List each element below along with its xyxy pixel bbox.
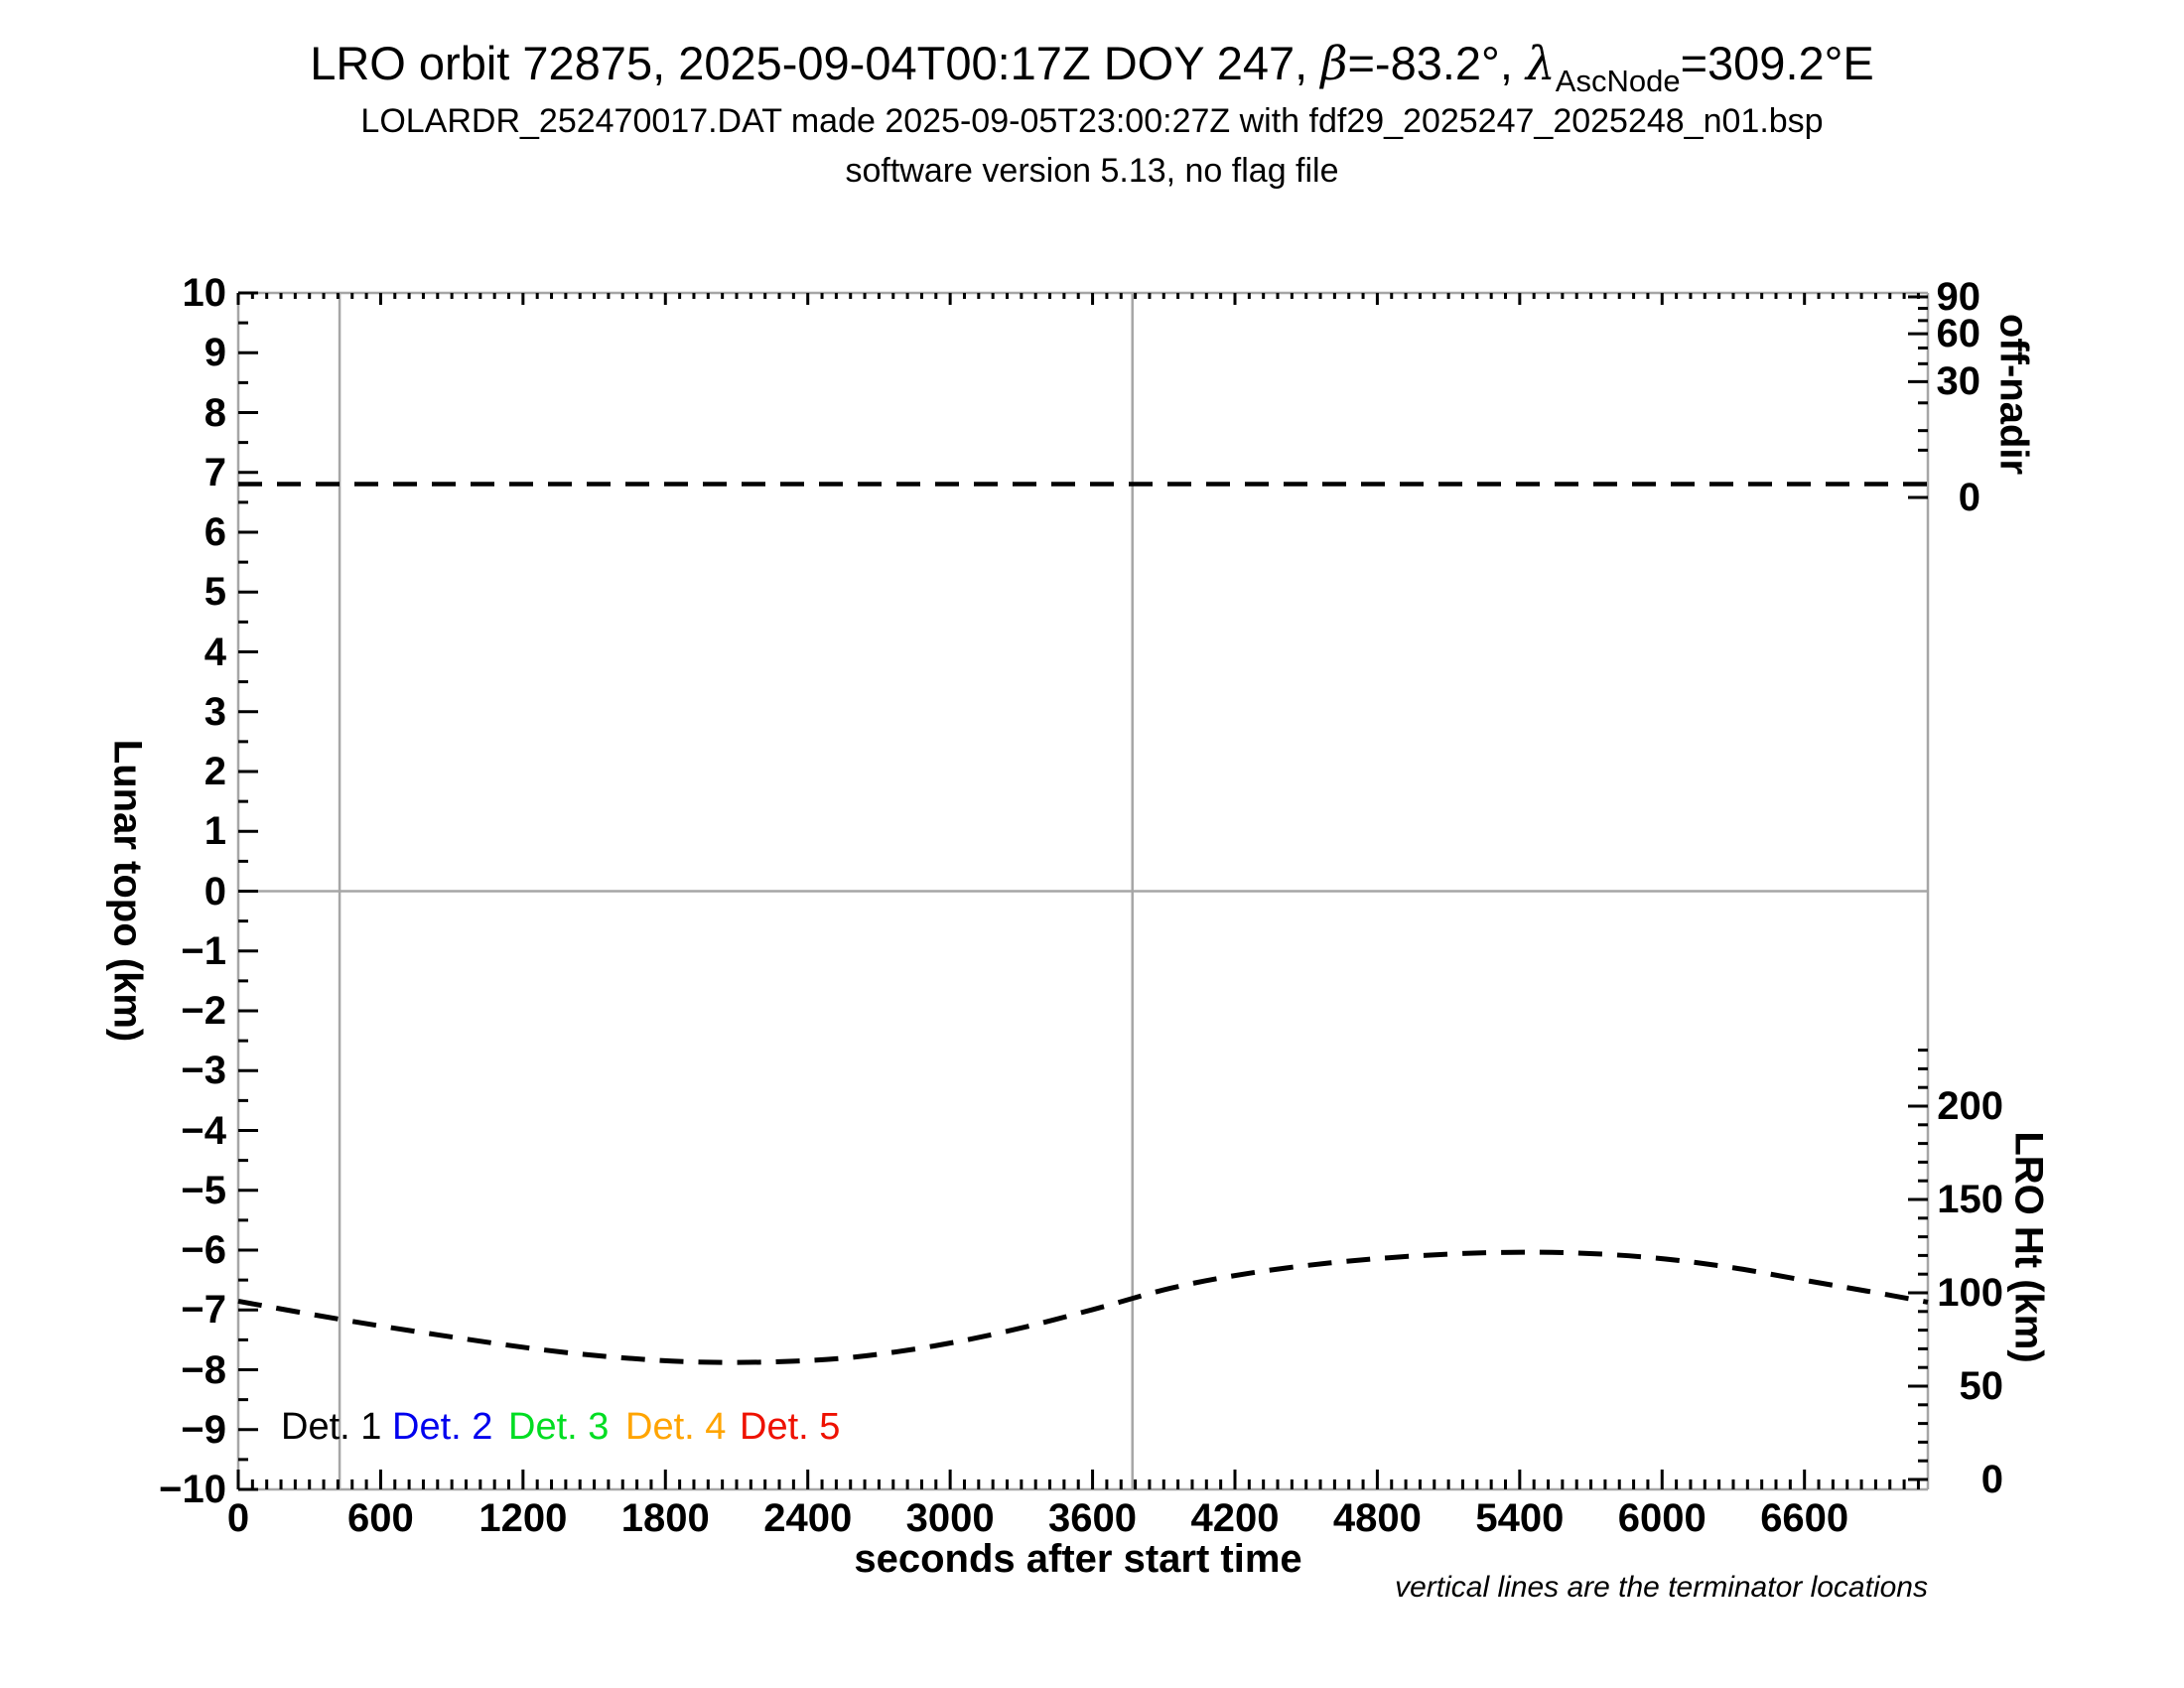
x-axis-tick-label: 2400 [763, 1496, 853, 1540]
x-axis-tick-label: 3600 [1048, 1496, 1138, 1540]
terminator-footnote: vertical lines are the terminator locati… [1395, 1571, 1928, 1604]
left-axis-tick-label: −2 [181, 989, 226, 1033]
lro-ht-tick-label: 0 [1980, 1458, 2003, 1501]
lro-ht-tick-label: 100 [1937, 1271, 2003, 1315]
left-axis-tick-label: −10 [159, 1468, 226, 1511]
off-nadir-tick-label: 0 [1958, 476, 1980, 519]
lambda-symbol: λ [1525, 37, 1556, 91]
x-axis-tick-label: 5400 [1475, 1496, 1565, 1540]
left-axis-tick-label: 7 [204, 450, 226, 494]
left-axis-tick-label: −3 [181, 1049, 226, 1093]
left-axis-tick-label: −6 [181, 1228, 226, 1272]
legend-item-det4: Det. 4 [625, 1406, 727, 1448]
left-axis-tick-label: 1 [204, 809, 226, 854]
x-axis-tick-label: 1800 [620, 1496, 710, 1540]
subtitle-version-line: software version 5.13, no flag file [845, 152, 1339, 190]
subtitle-file-line: LOLARDR_252470017.DAT made 2025-09-05T23… [360, 102, 1824, 140]
left-axis-tick-label: 0 [204, 869, 226, 914]
off-nadir-tick-label: 30 [1936, 359, 1981, 404]
legend-item-det5: Det. 5 [740, 1406, 841, 1448]
right-axis-title-lro-ht: LRO Ht (km) [2006, 1131, 2051, 1363]
left-axis-tick-label: 4 [204, 630, 226, 674]
right-axis-title-off-nadir: off-nadir [1991, 313, 2036, 476]
title-text-post: =309.2°E [1680, 37, 1874, 89]
left-axis-tick-label: 6 [204, 510, 226, 554]
lro-ht-tick-label: 150 [1937, 1178, 2003, 1221]
page-title: LRO orbit 72875, 2025-09-04T00:17Z DOY 2… [0, 36, 2184, 98]
title-text-mid: =-83.2°, [1347, 37, 1526, 89]
off-nadir-tick-label: 90 [1936, 275, 1981, 319]
legend-item-det1: Det. 1 [281, 1406, 382, 1448]
x-axis-tick-label: 1200 [478, 1496, 568, 1540]
x-axis-title: seconds after start time [854, 1537, 1302, 1581]
left-axis-tick-label: 5 [204, 570, 226, 615]
off-nadir-tick-label: 60 [1936, 312, 1981, 356]
x-axis-tick-label: 0 [226, 1496, 250, 1540]
left-axis-tick-label: −8 [181, 1347, 226, 1392]
x-axis-tick-label: 3000 [905, 1496, 995, 1540]
lro-ht-tick-label: 50 [1959, 1364, 2004, 1408]
left-axis-tick-label: 3 [204, 689, 226, 734]
legend-item-det3: Det. 3 [508, 1406, 610, 1448]
x-axis-tick-label: 4800 [1332, 1496, 1422, 1540]
left-axis-tick-label: 8 [204, 390, 226, 435]
title-subscript: AscNode [1555, 64, 1681, 98]
title-text-pre: LRO orbit 72875, 2025-09-04T00:17Z DOY 2… [310, 37, 1321, 89]
left-axis-title: Lunar topo (km) [105, 739, 150, 1043]
x-axis-tick-label: 600 [347, 1496, 414, 1540]
lro-ht-tick-label: 200 [1937, 1084, 2003, 1128]
left-axis-tick-label: −7 [181, 1288, 226, 1333]
left-axis-tick-label: 2 [204, 750, 226, 793]
left-axis-tick-label: −5 [181, 1168, 226, 1212]
left-axis-tick-label: 10 [182, 271, 227, 315]
left-axis-tick-label: −4 [181, 1108, 226, 1153]
x-axis-tick-label: 4200 [1190, 1496, 1280, 1540]
left-axis-tick-label: 9 [204, 331, 226, 375]
legend-item-det2: Det. 2 [392, 1406, 493, 1448]
left-axis-tick-label: −1 [181, 928, 226, 973]
x-axis-tick-label: 6000 [1617, 1496, 1706, 1540]
x-axis-tick-label: 6600 [1760, 1496, 1849, 1540]
left-axis-tick-label: −9 [181, 1407, 226, 1452]
beta-symbol: β [1320, 37, 1348, 91]
